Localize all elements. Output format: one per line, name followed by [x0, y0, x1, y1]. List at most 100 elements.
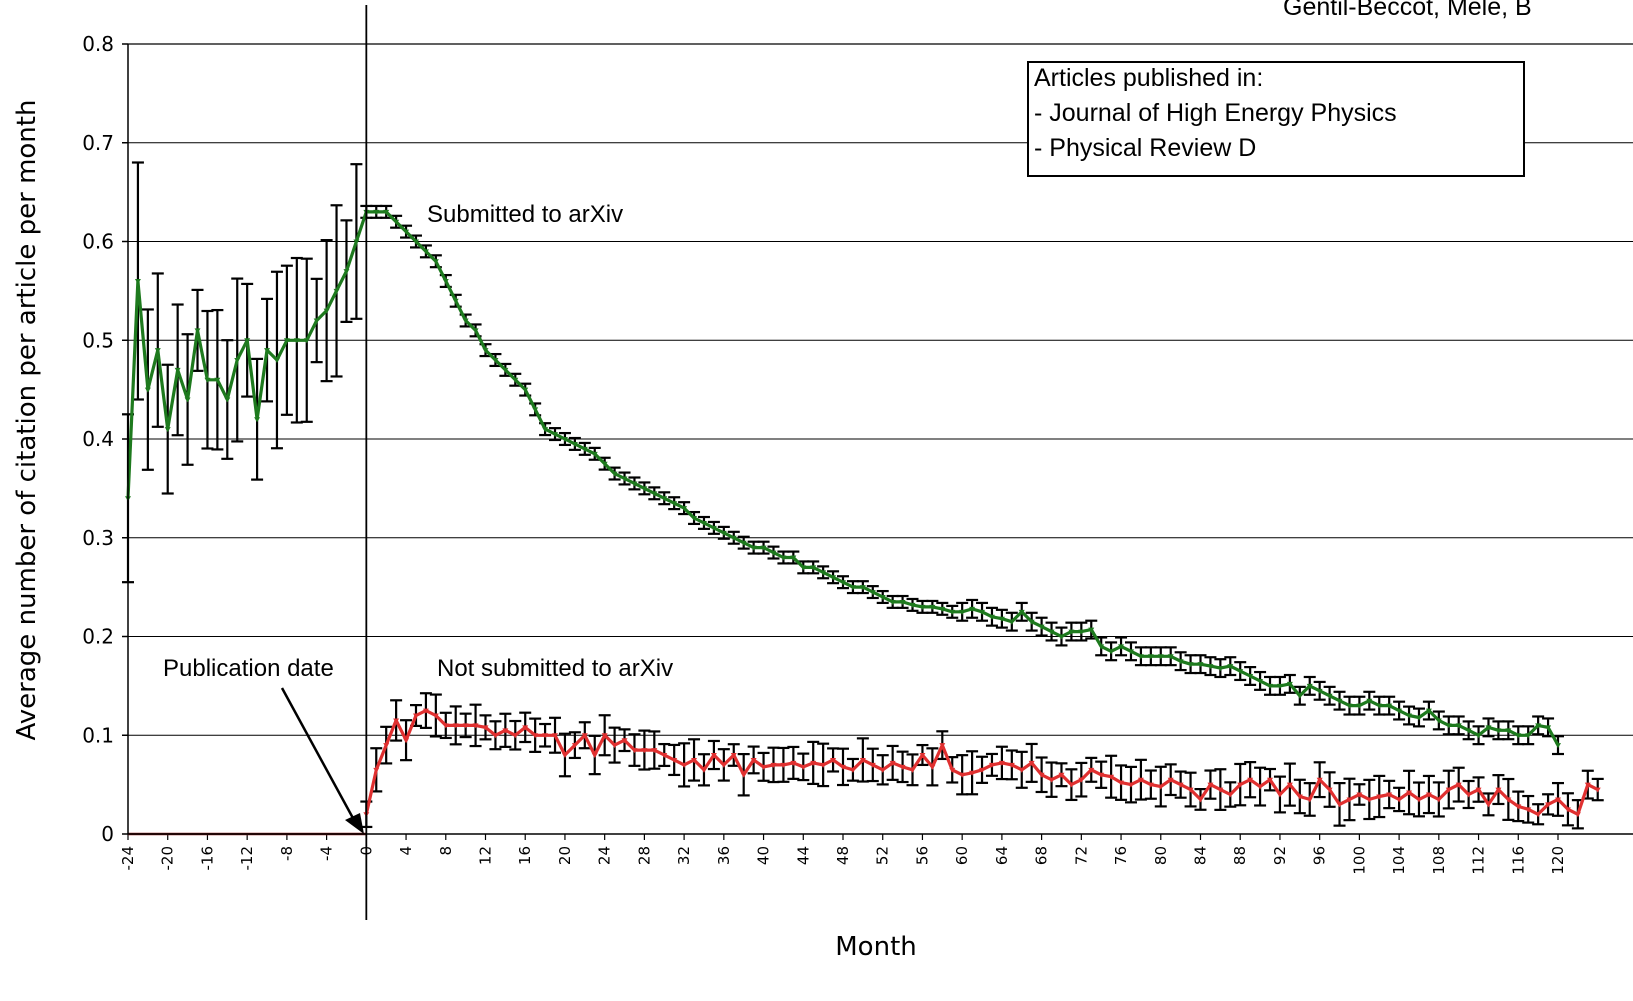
point-submitted-135 — [1465, 728, 1472, 734]
annotation-submitted: Submitted to arXiv — [427, 201, 623, 228]
point-submitted-82 — [939, 606, 946, 612]
point-not_submitted-76 — [1118, 780, 1125, 786]
point-not_submitted-24 — [601, 733, 608, 739]
point-submitted-122 — [1336, 698, 1343, 704]
point-not_submitted-17 — [532, 733, 539, 739]
point-submitted-37 — [492, 358, 499, 363]
point-submitted-99 — [1108, 649, 1115, 655]
y-tick-label-7: 0.7 — [82, 131, 114, 155]
point-submitted-40 — [522, 387, 529, 393]
point-not_submitted-2 — [383, 743, 390, 749]
point-submitted-97 — [1088, 627, 1095, 633]
point-not_submitted-47 — [830, 757, 837, 763]
point-not_submitted-109 — [1445, 787, 1452, 793]
point-submitted-60 — [720, 530, 727, 536]
point-not_submitted-18 — [542, 733, 549, 739]
point-not_submitted-123 — [1584, 782, 1591, 788]
point-not_submitted-107 — [1425, 792, 1432, 798]
point-submitted-118 — [1296, 693, 1303, 699]
point-submitted-43 — [552, 432, 559, 438]
x-tick-label-34: 112 — [1470, 846, 1488, 875]
y-tick-label-8: 0.8 — [82, 32, 114, 56]
point-submitted-127 — [1386, 703, 1393, 709]
point-submitted-123 — [1346, 703, 1353, 709]
point-not_submitted-13 — [492, 733, 499, 739]
point-not_submitted-120 — [1555, 797, 1561, 803]
point-not_submitted-21 — [571, 743, 578, 749]
point-submitted-58 — [700, 520, 707, 526]
point-submitted-75 — [869, 590, 876, 596]
x-tick-label-16: 40 — [755, 846, 773, 865]
point-submitted-94 — [1058, 634, 1065, 640]
x-tick-label-31: 100 — [1350, 846, 1368, 875]
point-not_submitted-20 — [561, 753, 568, 758]
x-tick-label-33: 108 — [1430, 846, 1448, 875]
point-submitted-102 — [1137, 654, 1144, 660]
point-not_submitted-117 — [1525, 807, 1532, 813]
legend-line-2: - Journal of High Energy Physics — [1034, 99, 1397, 127]
point-submitted-47 — [591, 451, 598, 457]
point-submitted-110 — [1217, 666, 1224, 672]
point-not_submitted-118 — [1535, 812, 1542, 818]
point-not_submitted-50 — [859, 757, 866, 763]
point-not_submitted-90 — [1257, 784, 1264, 790]
point-not_submitted-101 — [1366, 797, 1373, 803]
point-submitted-106 — [1177, 659, 1184, 665]
point-not_submitted-99 — [1346, 797, 1353, 803]
point-not_submitted-52 — [879, 767, 886, 773]
x-tick-label-28: 88 — [1231, 846, 1249, 865]
point-not_submitted-37 — [730, 753, 737, 758]
point-not_submitted-95 — [1306, 797, 1313, 803]
point-submitted-65 — [770, 550, 777, 556]
point-submitted-41 — [532, 407, 539, 413]
point-submitted-129 — [1406, 713, 1413, 719]
x-tick-label-17: 44 — [794, 846, 812, 865]
point-not_submitted-51 — [869, 762, 876, 768]
point-not_submitted-3 — [393, 718, 400, 724]
point-not_submitted-6 — [422, 708, 429, 714]
point-not_submitted-41 — [770, 762, 777, 768]
point-not_submitted-8 — [442, 723, 449, 729]
point-not_submitted-77 — [1127, 782, 1134, 788]
point-submitted-101 — [1127, 649, 1134, 655]
x-tick-label-35: 116 — [1509, 846, 1527, 875]
x-tick-labels: -24-20-16-12-8-4048121620242832364044485… — [119, 834, 1567, 875]
point-not_submitted-49 — [849, 767, 856, 773]
point-not_submitted-22 — [581, 733, 588, 739]
point-submitted-4 — [164, 427, 171, 433]
point-not_submitted-71 — [1068, 782, 1075, 788]
point-not_submitted-15 — [512, 733, 519, 739]
point-submitted-55 — [671, 501, 678, 507]
point-submitted-85 — [969, 606, 976, 612]
legend-frame — [1027, 61, 1525, 177]
point-not_submitted-79 — [1147, 782, 1154, 788]
point-submitted-140 — [1515, 733, 1522, 739]
point-not_submitted-48 — [840, 764, 846, 770]
point-submitted-20 — [323, 308, 330, 314]
legend-line-1: Articles published in: — [1034, 64, 1263, 92]
point-submitted-32 — [442, 279, 449, 284]
point-not_submitted-34 — [700, 767, 707, 773]
point-submitted-76 — [879, 595, 886, 600]
publication-arrow — [280, 687, 364, 834]
x-tick-label-18: 48 — [834, 846, 852, 865]
point-not_submitted-114 — [1495, 787, 1502, 793]
point-not_submitted-80 — [1157, 784, 1164, 790]
point-submitted-8 — [204, 377, 211, 383]
point-submitted-81 — [929, 604, 936, 610]
x-tick-label-4: -8 — [278, 846, 296, 861]
point-submitted-133 — [1445, 723, 1452, 729]
point-submitted-27 — [393, 219, 400, 225]
annotation-not-submitted: Not submitted to arXiv — [437, 655, 673, 682]
point-submitted-100 — [1118, 644, 1125, 650]
point-submitted-63 — [750, 545, 757, 551]
point-submitted-112 — [1237, 669, 1244, 675]
point-submitted-23 — [353, 239, 360, 245]
point-not_submitted-35 — [710, 753, 717, 758]
point-not_submitted-36 — [720, 762, 727, 768]
x-tick-label-2: -16 — [198, 846, 216, 871]
point-not_submitted-33 — [691, 757, 698, 763]
point-submitted-3 — [154, 348, 161, 354]
x-tick-label-7: 4 — [397, 846, 415, 856]
